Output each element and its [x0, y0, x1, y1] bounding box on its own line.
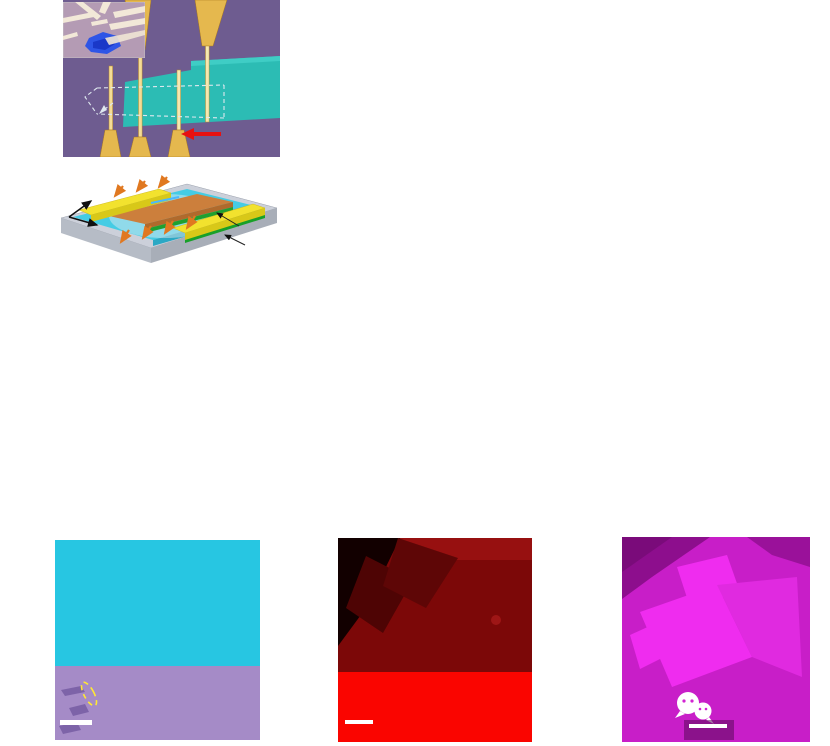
crystal-axes [68, 200, 99, 227]
electron-flow-line [150, 196, 180, 204]
layer-leader-lines [216, 212, 246, 246]
inset-electrodes [63, 2, 145, 40]
crocl-region [55, 540, 260, 666]
chart-raman-vs-power [280, 250, 542, 512]
chart-raman-spectra [280, 0, 540, 250]
h-bright-band [338, 672, 532, 742]
i-scale-bar [689, 724, 727, 728]
chart-iv-curves [540, 0, 830, 250]
i-darker-wedge [622, 537, 672, 572]
chart-deltaT-vs-power [540, 250, 830, 512]
h-flake-step2 [383, 538, 458, 608]
raman-map-a1g [338, 538, 532, 742]
mos2-small-outline [80, 681, 98, 707]
h-bright-spot [491, 615, 501, 625]
h-scale-bar [345, 720, 373, 724]
crocl-flake [123, 56, 280, 127]
joule-heat-arrows [113, 174, 198, 244]
chart-raman-vs-temperature [0, 250, 285, 512]
flake-dashed-outline [84, 84, 225, 119]
g-scale-bar [60, 720, 92, 725]
au-electrode-left [78, 188, 172, 222]
ac-current-arrow [181, 128, 221, 140]
optical-image-g [55, 540, 260, 740]
i-scalebar-backing [684, 720, 734, 740]
hbn-inset-image [63, 2, 145, 58]
i-bright-flakes [630, 555, 802, 687]
optical-micrograph [63, 0, 280, 157]
i-dark-topright [747, 537, 810, 567]
pl-map-670nm [622, 537, 810, 742]
sio2-region [55, 666, 260, 740]
dashed-arrowhead [99, 105, 107, 114]
device-schematic [60, 174, 278, 263]
hbn-flake [85, 30, 145, 54]
